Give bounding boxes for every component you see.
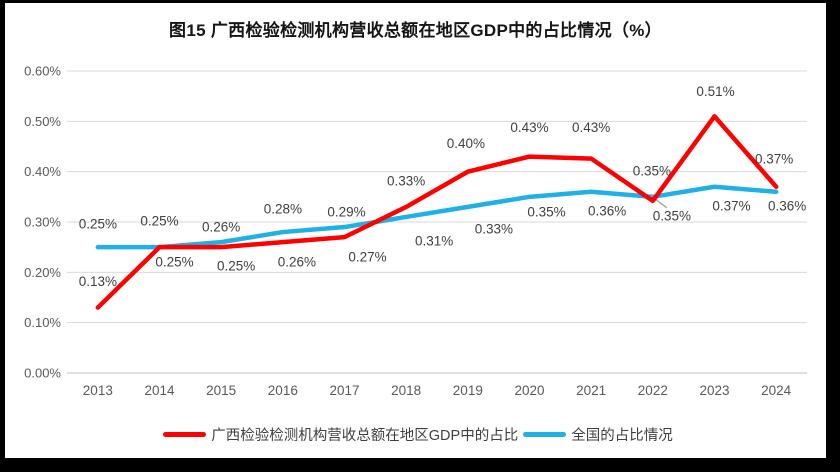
- chart-legend: 广西检验检测机构营收总额在地区GDP中的占比 全国的占比情况: [5, 424, 826, 445]
- plot-area: 0.00% 0.10% 0.20% 0.30% 0.40% 0.50% 0.60% 2013 2…: [24, 64, 807, 398]
- chart-title: 图15 广西检验检测机构营收总额在地区GDP中的占比情况（%）: [169, 21, 662, 40]
- x-axis-label: 2020: [514, 383, 544, 398]
- data-label-guangxi: 0.25%: [155, 255, 193, 270]
- x-axis-label: 2013: [83, 383, 113, 398]
- data-label-guangxi: 0.33%: [387, 173, 425, 188]
- data-label-national: 0.28%: [264, 202, 302, 217]
- legend-item-guangxi: 广西检验检测机构营收总额在地区GDP中的占比: [158, 424, 518, 445]
- series-line-national: [95, 184, 779, 250]
- data-label-national: 0.36%: [768, 198, 806, 213]
- x-axis-label: 2017: [329, 383, 359, 398]
- data-label-guangxi: 0.26%: [278, 255, 316, 270]
- x-axis-label: 2021: [576, 383, 606, 398]
- data-label-national: 0.25%: [79, 217, 117, 232]
- x-axis-label: 2019: [453, 383, 483, 398]
- data-label-national: 0.36%: [588, 203, 626, 218]
- data-label-guangxi: 0.43%: [572, 120, 610, 135]
- x-axis-label: 2015: [206, 383, 236, 398]
- chart-canvas: 0.00% 0.10% 0.20% 0.30% 0.40% 0.50% 0.60% 2013 2…: [5, 3, 826, 458]
- data-label-guangxi: 0.51%: [696, 84, 734, 99]
- legend-label-guangxi: 广西检验检测机构营收总额在地区GDP中的占比: [211, 428, 519, 444]
- data-label-guangxi: 0.25%: [217, 259, 255, 274]
- y-tick-label: 0.60%: [24, 64, 61, 79]
- legend-swatch-national-line: [523, 432, 567, 437]
- data-label-national: 0.31%: [415, 233, 453, 248]
- series-line-guangxi: [95, 114, 779, 310]
- x-axis-label: 2023: [699, 383, 729, 398]
- data-label-national: 0.26%: [202, 220, 240, 235]
- y-tick-label: 0.00%: [24, 366, 61, 381]
- data-label-guangxi: 0.40%: [447, 136, 485, 151]
- data-label-national: 0.33%: [475, 221, 513, 236]
- legend-label-national: 全国的占比情况: [571, 428, 673, 444]
- data-label-guangxi: 0.43%: [510, 120, 548, 135]
- data-label-national: 0.35%: [653, 208, 691, 223]
- data-label-guangxi: 0.13%: [79, 274, 117, 289]
- data-label-national: 0.37%: [712, 198, 750, 213]
- data-label-national: 0.35%: [527, 204, 565, 219]
- data-label-guangxi: 0.37%: [755, 151, 793, 166]
- y-tick-label: 0.50%: [24, 114, 61, 129]
- legend-item-national: 全国的占比情况: [518, 424, 673, 445]
- x-axis-label: 2022: [638, 383, 668, 398]
- y-tick-label: 0.40%: [24, 164, 61, 179]
- y-tick-label: 0.20%: [24, 265, 61, 280]
- data-label-national: 0.29%: [327, 205, 365, 220]
- y-tick-label: 0.30%: [24, 215, 61, 230]
- data-label-guangxi: 0.27%: [348, 250, 386, 265]
- data-label-guangxi: 0.35%: [633, 163, 671, 178]
- x-axis-label: 2014: [144, 383, 175, 398]
- x-axis-label: 2016: [268, 383, 298, 398]
- data-label-national: 0.25%: [140, 214, 178, 229]
- label-leader-line: [654, 198, 668, 209]
- x-axis-label: 2018: [391, 383, 421, 398]
- x-axis-label: 2024: [761, 383, 792, 398]
- y-tick-label: 0.10%: [24, 315, 61, 330]
- legend-swatch-guangxi-line: [163, 432, 207, 437]
